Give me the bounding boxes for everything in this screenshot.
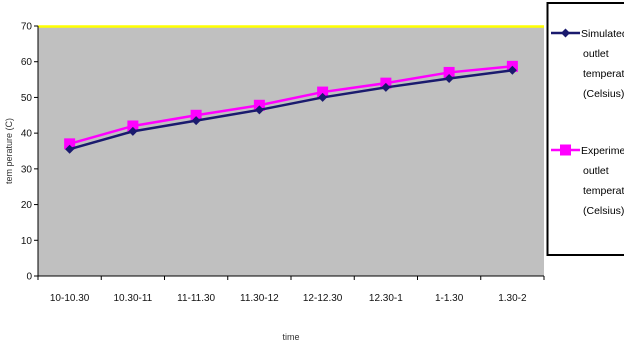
data-point — [507, 65, 517, 75]
data-point — [317, 86, 329, 98]
legend-label: Simulated — [581, 28, 624, 40]
data-point — [253, 99, 265, 111]
legend-label: outlet — [583, 48, 609, 60]
series-line — [69, 65, 513, 146]
x-tick-label: 12.30-1 — [369, 293, 403, 304]
x-tick-label: 10.30-11 — [114, 293, 153, 304]
y-tick-label: 60 — [21, 57, 33, 68]
data-point — [64, 138, 76, 150]
data-point — [444, 74, 454, 83]
y-axis-title: tem perature (C) — [4, 118, 14, 184]
y-tick-label: 30 — [21, 164, 33, 175]
x-tick-label: 1-1.30 — [435, 293, 464, 304]
x-tick-label: 10-10.30 — [50, 293, 90, 304]
y-tick-label: 70 — [21, 22, 33, 33]
data-point — [128, 126, 138, 136]
data-point — [190, 109, 202, 121]
y-tick-label: 20 — [21, 200, 33, 211]
data-point — [443, 66, 455, 78]
data-point — [191, 116, 201, 126]
legend: Simulatedoutlettemperature(Celsius)Exper… — [551, 28, 624, 217]
legend-label: outlet — [583, 165, 609, 177]
x-axis-ticks: 10-10.30 10.30-11 11-11.30 11.30-12 12-12.30… — [37, 276, 545, 304]
x-tick-label: 12-12.30 — [303, 293, 343, 304]
series-group — [65, 65, 517, 154]
y-tick-label: 10 — [21, 236, 33, 247]
data-point — [65, 144, 75, 154]
legend-swatch-marker — [561, 28, 570, 38]
data-point — [127, 120, 139, 132]
y-tick-label: 50 — [21, 93, 33, 104]
y-tick-label: 40 — [21, 129, 33, 140]
x-tick-label: 1.30-2 — [498, 293, 527, 304]
data-point — [254, 105, 264, 115]
legend-label: (Celsius) — [583, 205, 624, 217]
legend-clip-group: Simulatedoutlettemperature(Celsius)Exper… — [546, 2, 624, 256]
y-axis-ticks: 0 10 20 30 40 50 60 70 — [21, 22, 38, 283]
x-tick-label: 11.30-12 — [240, 293, 279, 304]
legend-box — [546, 2, 624, 256]
legend-label: Experimental — [581, 145, 624, 157]
x-tick-label: 11-11.30 — [177, 293, 215, 304]
data-point — [381, 82, 391, 92]
x-axis-title: time — [282, 332, 299, 342]
data-point — [318, 92, 328, 102]
series-layer — [64, 60, 518, 154]
series-line — [69, 69, 513, 151]
plot-area — [38, 26, 544, 276]
y-tick-label: 0 — [26, 272, 32, 283]
legend-label: (Celsius) — [583, 88, 624, 100]
legend-swatch-marker — [560, 144, 571, 156]
